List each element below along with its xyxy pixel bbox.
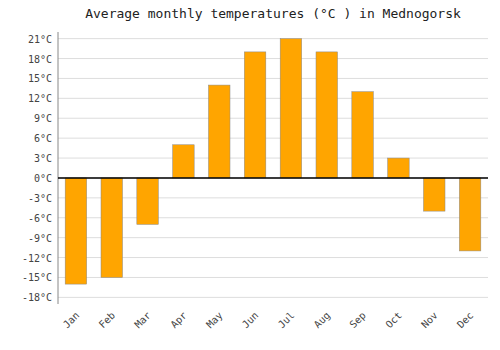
y-tick-label: 18°C bbox=[28, 54, 52, 65]
bar bbox=[244, 52, 265, 178]
chart: Average monthly temperatures (°C ) in Me… bbox=[0, 0, 500, 350]
x-tick-label: Jan bbox=[61, 310, 82, 331]
x-tick-label: Dec bbox=[455, 310, 476, 331]
bar bbox=[65, 178, 87, 284]
bar bbox=[388, 158, 410, 178]
y-axis-line bbox=[58, 32, 59, 304]
y-tick-label: 9°C bbox=[34, 113, 52, 124]
y-tick-label: 0°C bbox=[34, 173, 52, 184]
x-tick-label: May bbox=[204, 310, 225, 331]
bar bbox=[424, 178, 446, 211]
y-tick-label: -9°C bbox=[28, 233, 52, 244]
y-tick-label: 21°C bbox=[28, 34, 52, 45]
y-tick-label: -15°C bbox=[22, 272, 52, 283]
bar bbox=[280, 39, 302, 178]
y-tick-label: -6°C bbox=[28, 213, 52, 224]
bar bbox=[173, 145, 195, 178]
x-tick-label: Sep bbox=[347, 310, 368, 331]
grid-line bbox=[58, 98, 488, 99]
grid-line bbox=[58, 38, 488, 39]
grid-line bbox=[58, 118, 488, 119]
x-tick-label: Apr bbox=[168, 310, 189, 331]
bar bbox=[459, 178, 481, 251]
bar bbox=[352, 92, 374, 178]
x-tick-label: Jun bbox=[240, 310, 261, 331]
bar bbox=[316, 52, 338, 178]
bars bbox=[65, 39, 481, 284]
x-tick-label: Aug bbox=[312, 310, 333, 331]
grid-line bbox=[58, 177, 488, 178]
y-tick-label: -18°C bbox=[22, 292, 52, 303]
x-axis: Jan Feb Mar Apr May Jun Jul Aug Sep Oct Nov Dec bbox=[61, 310, 476, 331]
title: Average monthly temperatures (°C ) in Me… bbox=[85, 6, 461, 21]
x-tick-label: Jul bbox=[276, 310, 297, 331]
x-tick-label: Oct bbox=[383, 310, 404, 331]
y-tick-label: 12°C bbox=[28, 93, 52, 104]
y-axis: -18°C -15°C -12°C -9°C -6°C -3°C 0°C 3°C 6°C 9°C 1… bbox=[22, 32, 58, 304]
y-tick-label: -12°C bbox=[22, 253, 52, 264]
grid-line bbox=[58, 297, 488, 298]
x-tick-label: Mar bbox=[132, 310, 153, 331]
grid bbox=[58, 39, 488, 298]
grid-line bbox=[58, 138, 488, 139]
zero-line bbox=[58, 177, 488, 179]
y-tick-label: 6°C bbox=[34, 133, 52, 144]
y-tick-label: -3°C bbox=[28, 193, 52, 204]
bar bbox=[101, 178, 123, 278]
y-tick-label: 3°C bbox=[34, 153, 52, 164]
grid-line bbox=[58, 158, 488, 159]
y-tick-label: 15°C bbox=[28, 73, 52, 84]
x-tick-label: Feb bbox=[97, 310, 118, 331]
bar bbox=[209, 85, 231, 178]
bar bbox=[137, 178, 159, 224]
x-tick-label: Nov bbox=[419, 310, 440, 331]
grid-line bbox=[58, 58, 488, 59]
grid-line bbox=[58, 78, 488, 79]
